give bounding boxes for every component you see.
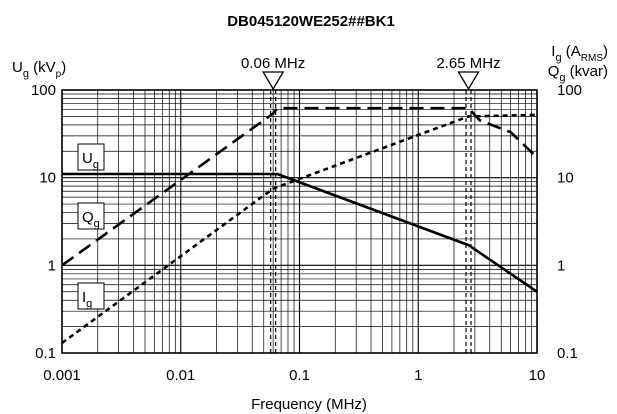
series-line-qg [61,106,538,267]
marker-label: 0.06 MHz [241,55,305,72]
grid [61,90,537,354]
x-tick-label: 0.1 [289,367,310,384]
y-tick-label-left: 0.1 [35,345,56,362]
y-axis-label-right-power: Qg (kvar) [548,63,608,84]
series-label-qg: Qg [82,209,100,230]
y-tick-label-left: 10 [39,170,56,187]
y-axis-label-right-current: Ig (ARMS) [551,43,608,64]
data-series [61,106,538,345]
frequency-markers: 0.06 MHz 2.65 MHz [241,55,501,353]
y-tick-label-left: 1 [48,257,56,274]
plot-frame [61,89,538,354]
series-label-box [77,143,105,171]
y-tick-label-right: 1 [557,257,565,274]
x-tick-label: 10 [529,367,546,384]
x-tick-label: 0.001 [43,367,81,384]
series-label-ig: Ig [82,289,92,310]
series-line-ug [62,172,538,293]
y-tick-label-right: 0.1 [557,345,578,362]
marker-label: 2.65 MHz [436,55,500,72]
series-label-box [77,202,105,230]
marker-triangle [457,71,480,91]
y-tick-label-right: 100 [557,82,582,99]
tick-labels: 0.001 0.01 0.1 1 10 0.1 0.1 1 1 10 10 100 100 [31,82,582,384]
series-labels: Ug Qg Ig [77,143,105,310]
marker-triangle [262,71,285,91]
x-axis-label: Frequency (MHz) [251,396,367,413]
series-line-ig [61,113,538,345]
y-tick-label-right: 10 [557,170,574,187]
y-tick-label-left: 100 [31,82,56,99]
y-axis-label-left: Ug (kVp) [12,59,66,80]
x-tick-label: 0.01 [166,367,195,384]
series-label-ug: Ug [82,150,99,171]
series-label-box [77,282,105,310]
chart-title: DB045120WE252##BK1 [227,13,395,30]
x-tick-label: 1 [414,367,422,384]
axis-labels: Frequency (MHz) Ug (kVp) Ig (ARMS)Qg (kva… [12,43,608,413]
